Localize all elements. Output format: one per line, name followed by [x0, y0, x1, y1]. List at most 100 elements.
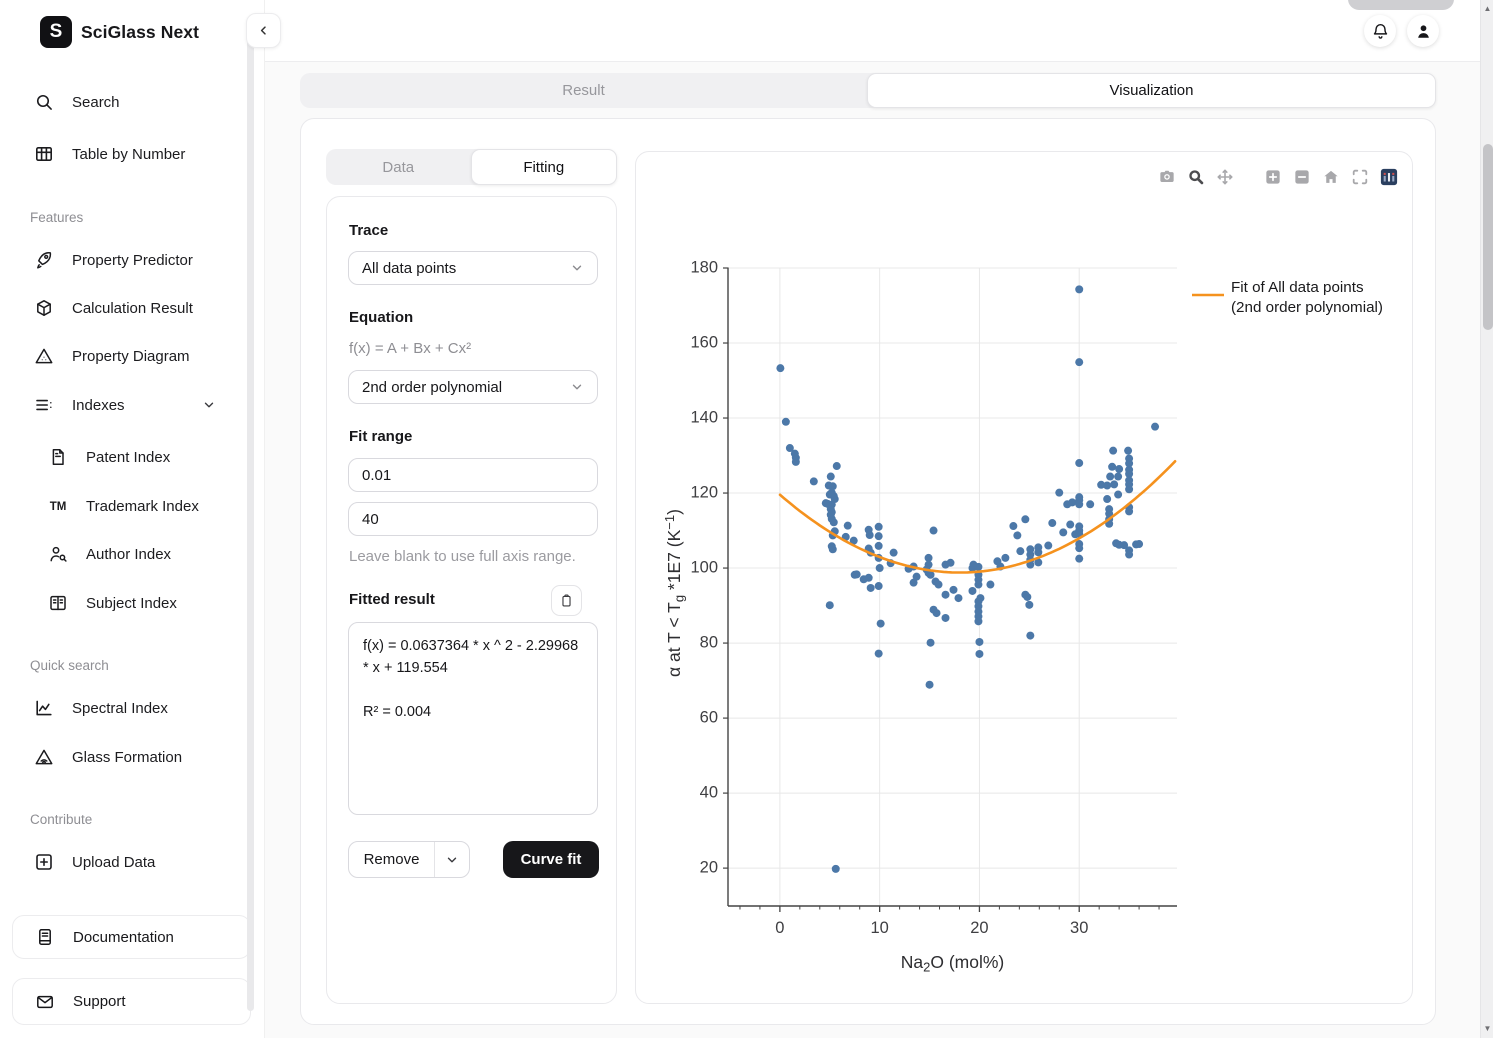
svg-text:120: 120	[690, 483, 718, 501]
svg-text:Na2​O (mol%): Na2​O (mol%)	[901, 952, 1005, 975]
sidebar-item-label: Spectral Index	[72, 699, 168, 717]
scatter-fit-chart[interactable]: 20 40 60 80 100 120 140 160 180 0 10 20 30 Fit of All…	[636, 152, 1413, 1004]
trace-select-value: All data points	[362, 259, 457, 277]
sidebar-item-subject-index[interactable]: Subject Index	[0, 585, 250, 621]
fitted-r2-text: R² = 0.004	[363, 703, 432, 720]
sidebar-item-property-predictor[interactable]: Property Predictor	[0, 242, 250, 278]
chevron-down-icon	[447, 857, 457, 862]
fit-range-min-input[interactable]	[348, 458, 598, 492]
sidebar-item-label: Documentation	[73, 928, 174, 946]
tab-visualization[interactable]: Visualization	[867, 73, 1436, 108]
autoscale-icon[interactable]	[1351, 168, 1369, 186]
sidebar-item-label: Author Index	[86, 545, 172, 563]
zoom-tool-icon[interactable]	[1187, 168, 1205, 186]
chevron-down-icon	[204, 402, 214, 408]
page-scrollbar[interactable]: ▲ ▼	[1480, 0, 1493, 1038]
tab-fitting[interactable]: Fitting	[470, 149, 617, 185]
sidebar-item-upload-data[interactable]: Upload Data	[0, 844, 250, 880]
zoom-in-icon[interactable]	[1264, 168, 1282, 186]
svg-text:40: 40	[700, 783, 718, 801]
sidebar-item-label: Support	[73, 993, 126, 1010]
triangle-dots-icon	[35, 348, 53, 364]
trace-label: Trace	[349, 222, 389, 239]
sidebar-item-label: Patent Index	[86, 448, 171, 466]
remove-dropdown-toggle[interactable]	[435, 842, 469, 877]
bell-icon	[1373, 23, 1387, 39]
plotly-logo-icon[interactable]	[1380, 168, 1398, 186]
rocket-icon	[37, 252, 52, 269]
svg-text:80: 80	[700, 633, 718, 651]
equation-label: Equation	[349, 309, 414, 326]
table-icon	[35, 146, 52, 161]
curve-fit-button[interactable]: Curve fit	[503, 841, 599, 878]
svg-text:20: 20	[700, 858, 718, 876]
pan-tool-icon[interactable]	[1216, 168, 1234, 186]
sidebar-item-label: Property Predictor	[72, 251, 193, 269]
page-scrollbar-thumb[interactable]	[1482, 144, 1493, 330]
fit-range-label: Fit range	[349, 428, 413, 445]
fitted-result-label: Fitted result	[349, 591, 435, 608]
plotly-modebar	[1158, 168, 1398, 186]
sidebar-item-indexes[interactable]: Indexes	[0, 387, 250, 423]
sidebar-section-quick-search: Quick search	[30, 658, 109, 673]
scroll-up-arrow[interactable]: ▲	[1483, 4, 1492, 13]
sidebar-item-glass-formation[interactable]: Glass Formation	[0, 739, 250, 775]
visualization-panel: Data Fitting Trace All data points Equat…	[300, 118, 1436, 1025]
top-blob-decoration	[1348, 0, 1454, 10]
svg-text:140: 140	[690, 408, 718, 426]
svg-text:0: 0	[775, 919, 784, 937]
remove-button-label: Remove	[363, 851, 420, 868]
sidebar-item-label: Indexes	[72, 396, 125, 414]
sidebar-item-search[interactable]: Search	[0, 84, 250, 120]
list-icon	[36, 399, 52, 411]
tab-result[interactable]: Result	[562, 82, 605, 99]
result-visualization-tabs: Result Visualization	[300, 73, 1436, 108]
app-logo-row: S SciGlass Next	[40, 16, 199, 48]
remove-button[interactable]: Remove	[348, 841, 470, 878]
zoom-out-icon[interactable]	[1293, 168, 1311, 186]
trademark-icon: TM	[50, 501, 67, 513]
svg-text:10: 10	[870, 919, 888, 937]
sidebar-item-label: Calculation Result	[72, 299, 193, 317]
download-snapshot-icon[interactable]	[1158, 168, 1176, 186]
sidebar-item-spectral-index[interactable]: Spectral Index	[0, 690, 250, 726]
open-book-icon	[50, 595, 66, 611]
fit-range-help: Leave blank to use full axis range.	[349, 548, 576, 565]
account-button[interactable]	[1407, 15, 1439, 47]
sidebar-item-table-by-number[interactable]: Table by Number	[0, 136, 250, 172]
sidebar-item-label: Glass Formation	[72, 748, 183, 766]
sidebar-collapse-button[interactable]	[246, 13, 281, 48]
notifications-button[interactable]	[1364, 15, 1396, 47]
sidebar-scrollbar-thumb[interactable]	[247, 28, 254, 1011]
sidebar-item-patent-index[interactable]: Patent Index	[0, 439, 250, 475]
scroll-down-arrow[interactable]: ▼	[1483, 1024, 1492, 1033]
trace-select[interactable]: All data points	[348, 251, 598, 285]
tab-data[interactable]: Data	[382, 158, 415, 176]
sidebar-item-author-index[interactable]: Author Index	[0, 536, 250, 572]
chevron-left-icon	[260, 26, 266, 35]
reset-axes-home-icon[interactable]	[1322, 168, 1340, 186]
cube-icon	[37, 300, 51, 316]
sidebar-item-documentation[interactable]: Documentation	[12, 915, 251, 959]
documentation-icon	[39, 929, 51, 945]
fit-range-max-input[interactable]	[348, 502, 598, 536]
button-divider	[434, 842, 435, 877]
person-search-icon	[50, 546, 67, 562]
sidebar-item-trademark-index[interactable]: TM Trademark Index	[0, 488, 250, 524]
document-icon	[52, 449, 64, 465]
triangle-signal-icon	[35, 749, 53, 765]
sidebar-item-calculation-result[interactable]: Calculation Result	[0, 290, 250, 326]
svg-text:30: 30	[1070, 919, 1088, 937]
equation-select[interactable]: 2nd order polynomial	[348, 370, 598, 404]
svg-text:TM: TM	[50, 501, 67, 513]
sidebar-item-property-diagram[interactable]: Property Diagram	[0, 338, 250, 374]
equation-formula: f(x) = A + Bx + Cx²	[349, 340, 472, 357]
sidebar-item-support[interactable]: Support	[12, 978, 251, 1025]
fitting-panel: Trace All data points Equation f(x) = A …	[326, 196, 617, 1004]
chevron-down-icon	[572, 265, 582, 271]
copy-result-button[interactable]	[551, 585, 582, 616]
sidebar-item-label: Trademark Index	[86, 497, 199, 515]
top-header	[265, 0, 1480, 62]
svg-text:α at T < Tg​ *1E7 (K−1​): α at T < Tg​ *1E7 (K−1​)	[662, 509, 687, 677]
